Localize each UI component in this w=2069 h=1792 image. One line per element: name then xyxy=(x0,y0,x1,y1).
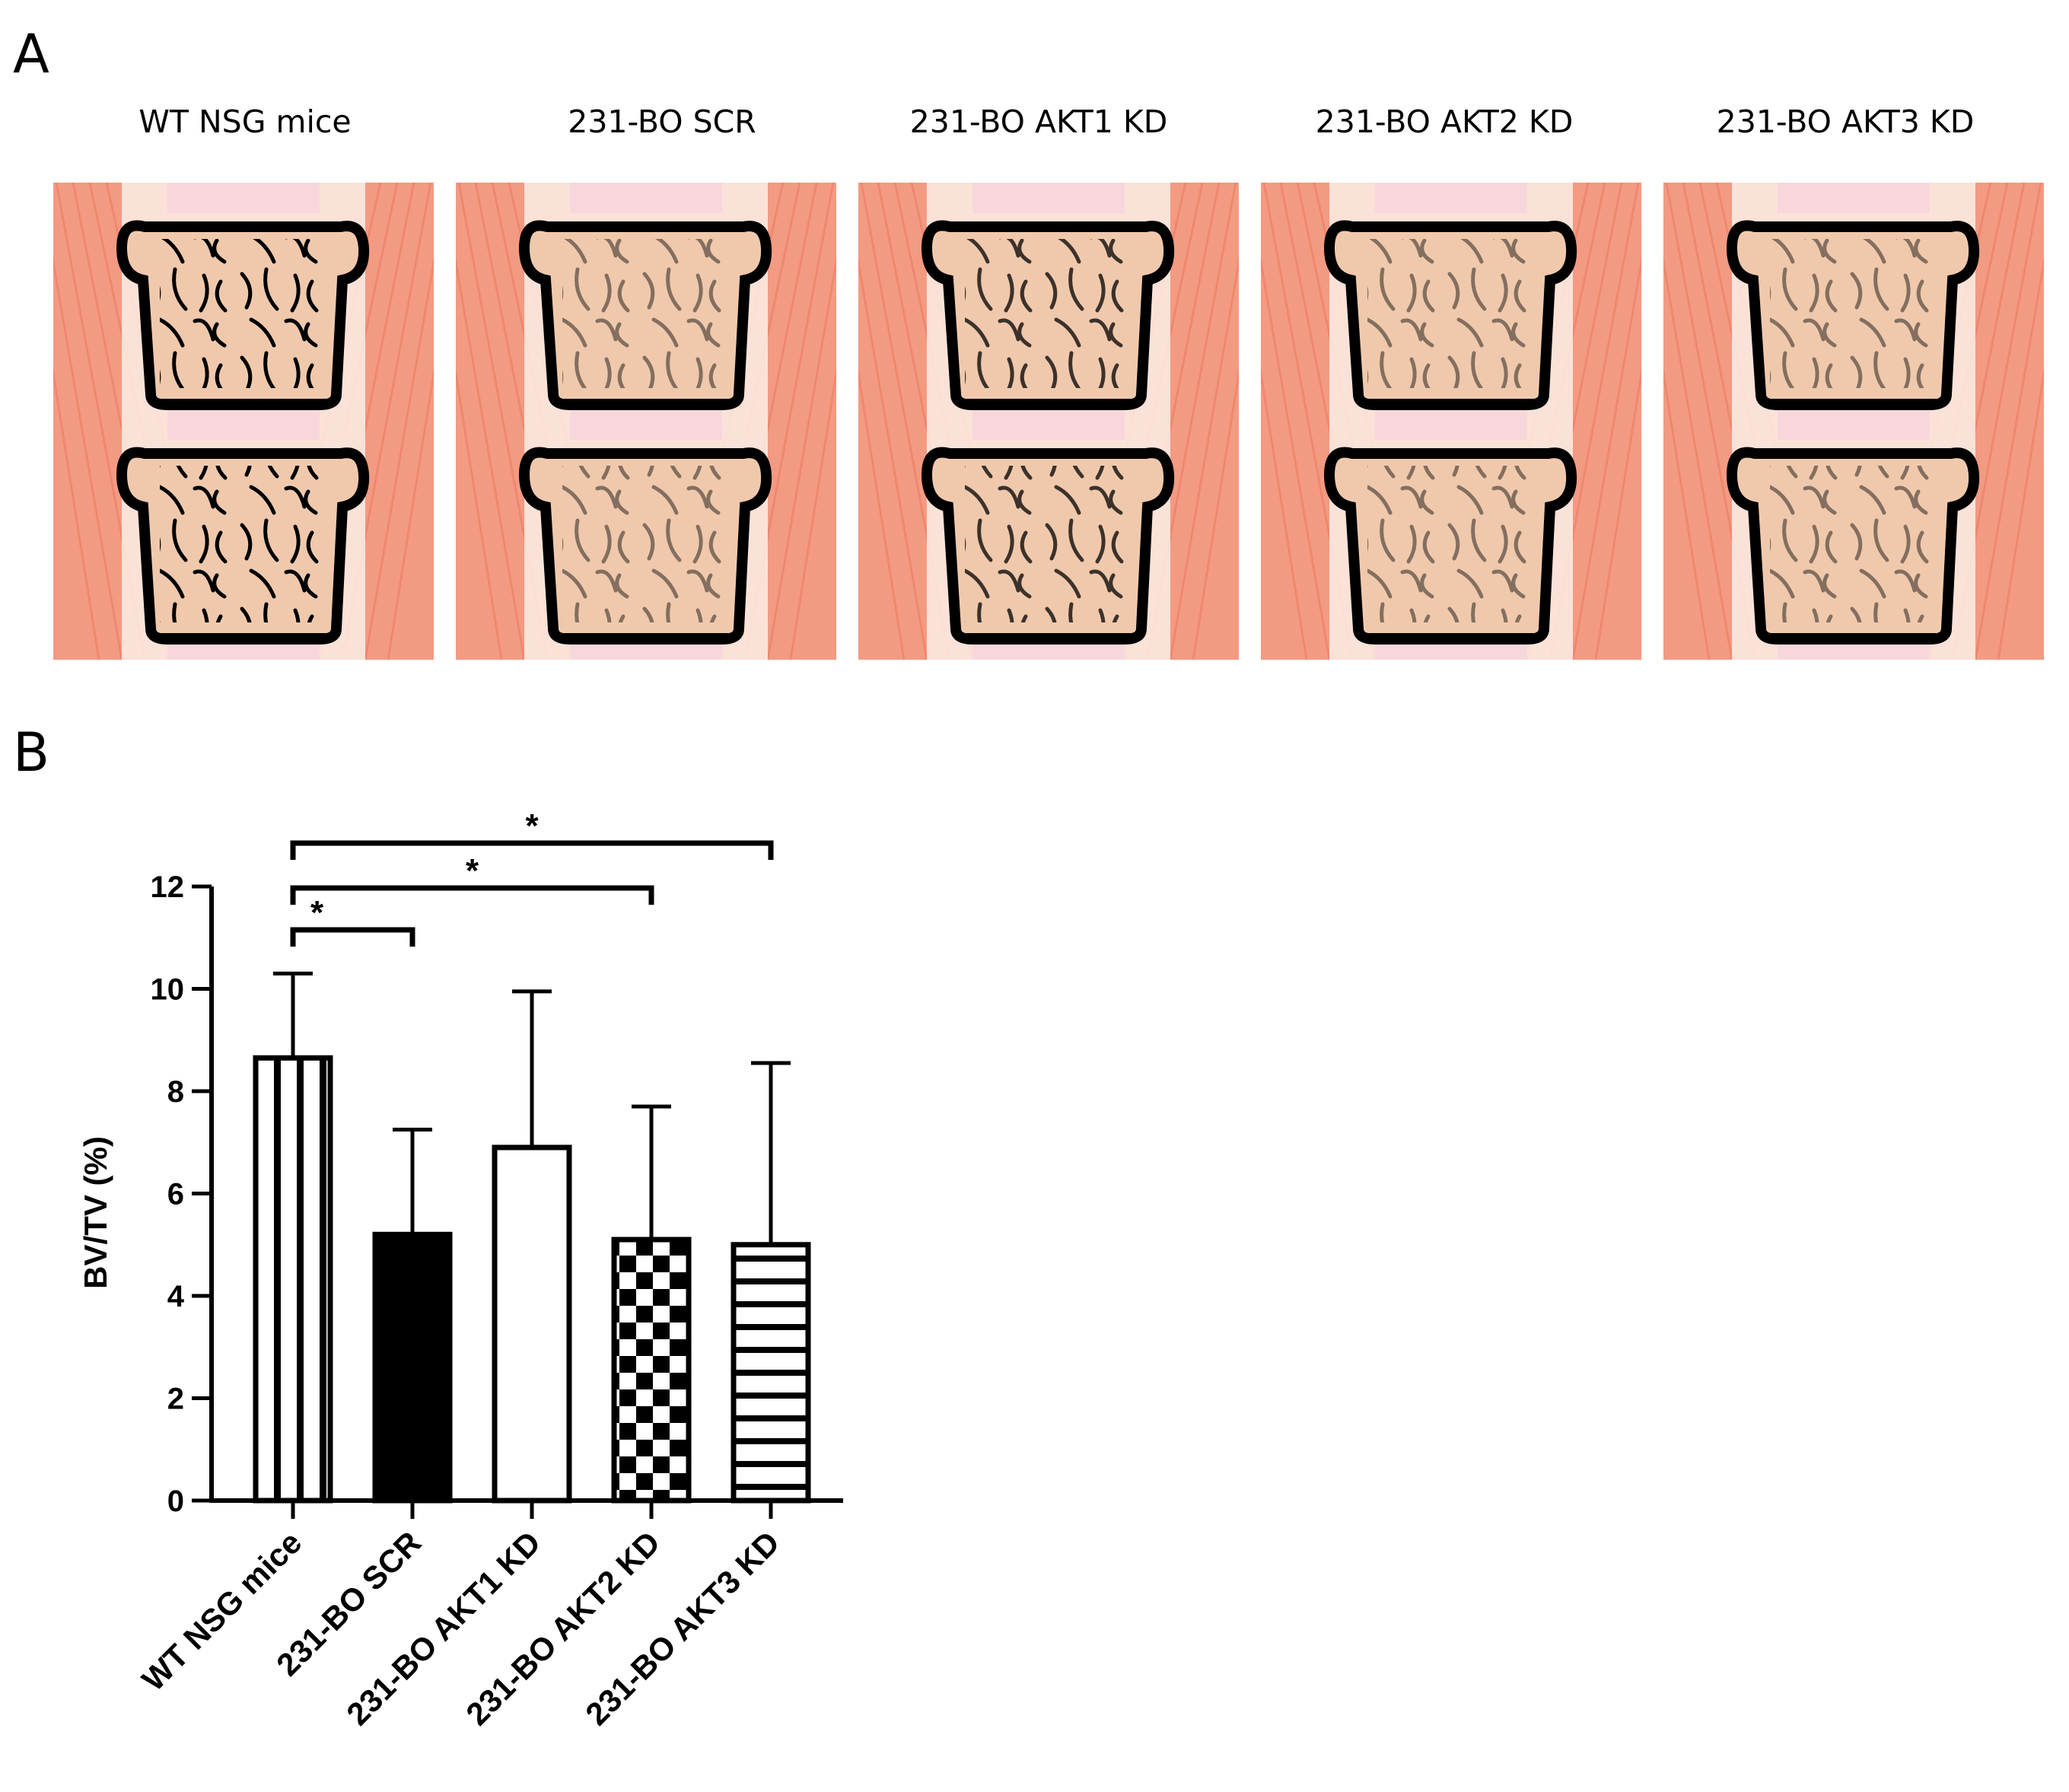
image-title-wt: WT NSG mice xyxy=(138,103,351,140)
trabecular-bone xyxy=(1367,239,1535,388)
significance-star: * xyxy=(310,894,324,931)
histology-image xyxy=(1261,183,1641,660)
panel-a-letter: A xyxy=(13,23,49,85)
x-category-label: WT NSG mice xyxy=(135,1524,308,1698)
histology-image xyxy=(456,183,836,660)
muscle-fiber xyxy=(1261,366,1308,660)
significance-bracket xyxy=(290,927,415,947)
muscle-fiber xyxy=(858,366,906,660)
muscle-fiber xyxy=(364,255,434,660)
trabecular-bone xyxy=(160,466,327,622)
muscle-fiber xyxy=(456,366,503,660)
disc xyxy=(1778,405,1930,440)
disc xyxy=(1375,405,1527,440)
histology-image xyxy=(53,183,434,660)
muscle-fiber xyxy=(387,366,434,660)
muscle-fiber xyxy=(1974,255,2044,660)
image-title-scr: 231-BO SCR xyxy=(568,103,756,140)
bars xyxy=(253,971,811,1519)
disc xyxy=(570,183,722,213)
trabecular-bone xyxy=(1770,466,1937,622)
trabecular-bone xyxy=(965,239,1132,388)
muscle-fiber xyxy=(1192,366,1239,660)
significance-brackets: * * * xyxy=(290,807,774,947)
muscle-fiber xyxy=(1571,255,1641,660)
y-tick-label: 0 xyxy=(167,1485,184,1518)
panel-b-letter: B xyxy=(13,721,49,784)
significance-bracket xyxy=(290,885,654,905)
y-tick-label: 6 xyxy=(167,1178,184,1211)
bar xyxy=(253,1055,333,1504)
image-title-akt1: 231-BO AKT1 KD xyxy=(910,103,1168,140)
muscle-fiber xyxy=(789,366,836,660)
histology-images xyxy=(53,183,2044,660)
muscle-fiber xyxy=(456,255,526,660)
y-tick-label: 2 xyxy=(167,1383,184,1416)
disc xyxy=(570,405,722,440)
bar xyxy=(611,1237,692,1504)
muscle-fiber xyxy=(1997,366,2044,660)
trabecular-bone xyxy=(965,466,1132,622)
significance-star: * xyxy=(525,807,539,845)
y-tick-label: 8 xyxy=(167,1075,184,1109)
trabecular-bone xyxy=(1770,239,1937,388)
trabecular-bone xyxy=(1367,466,1535,622)
y-ticks: 0 2 4 6 8 10 12 xyxy=(151,871,212,1518)
bar xyxy=(372,1231,453,1504)
disc xyxy=(1778,183,1930,213)
disc xyxy=(972,183,1125,213)
muscle-fiber xyxy=(53,255,123,660)
trabecular-bone xyxy=(562,466,730,622)
disc xyxy=(167,405,320,440)
image-title-akt2: 231-BO AKT2 KD xyxy=(1316,103,1574,140)
muscle-fiber xyxy=(1169,255,1239,660)
y-axis-label: BV/TV (%) xyxy=(78,1136,113,1289)
muscle-fiber xyxy=(858,255,928,660)
significance-star: * xyxy=(466,852,479,890)
muscle-fiber xyxy=(1663,366,1711,660)
trabecular-bone xyxy=(562,239,730,388)
trabecular-bone xyxy=(160,239,327,388)
y-tick-label: 4 xyxy=(167,1280,185,1313)
bar xyxy=(731,1242,811,1504)
muscle-fiber xyxy=(1261,255,1331,660)
image-title-akt3: 231-BO AKT3 KD xyxy=(1717,103,1975,140)
histology-image xyxy=(858,183,1239,660)
histology-image xyxy=(1663,183,2044,660)
disc xyxy=(167,183,320,213)
disc xyxy=(972,405,1125,440)
muscle-fiber xyxy=(766,255,836,660)
muscle-fiber xyxy=(53,366,100,660)
muscle-fiber xyxy=(1594,366,1641,660)
muscle-fiber xyxy=(1663,255,1733,660)
bar xyxy=(492,1144,572,1504)
y-tick-label: 12 xyxy=(151,871,185,904)
significance-bracket xyxy=(290,840,774,860)
disc xyxy=(1375,183,1527,213)
y-tick-label: 10 xyxy=(151,973,185,1007)
